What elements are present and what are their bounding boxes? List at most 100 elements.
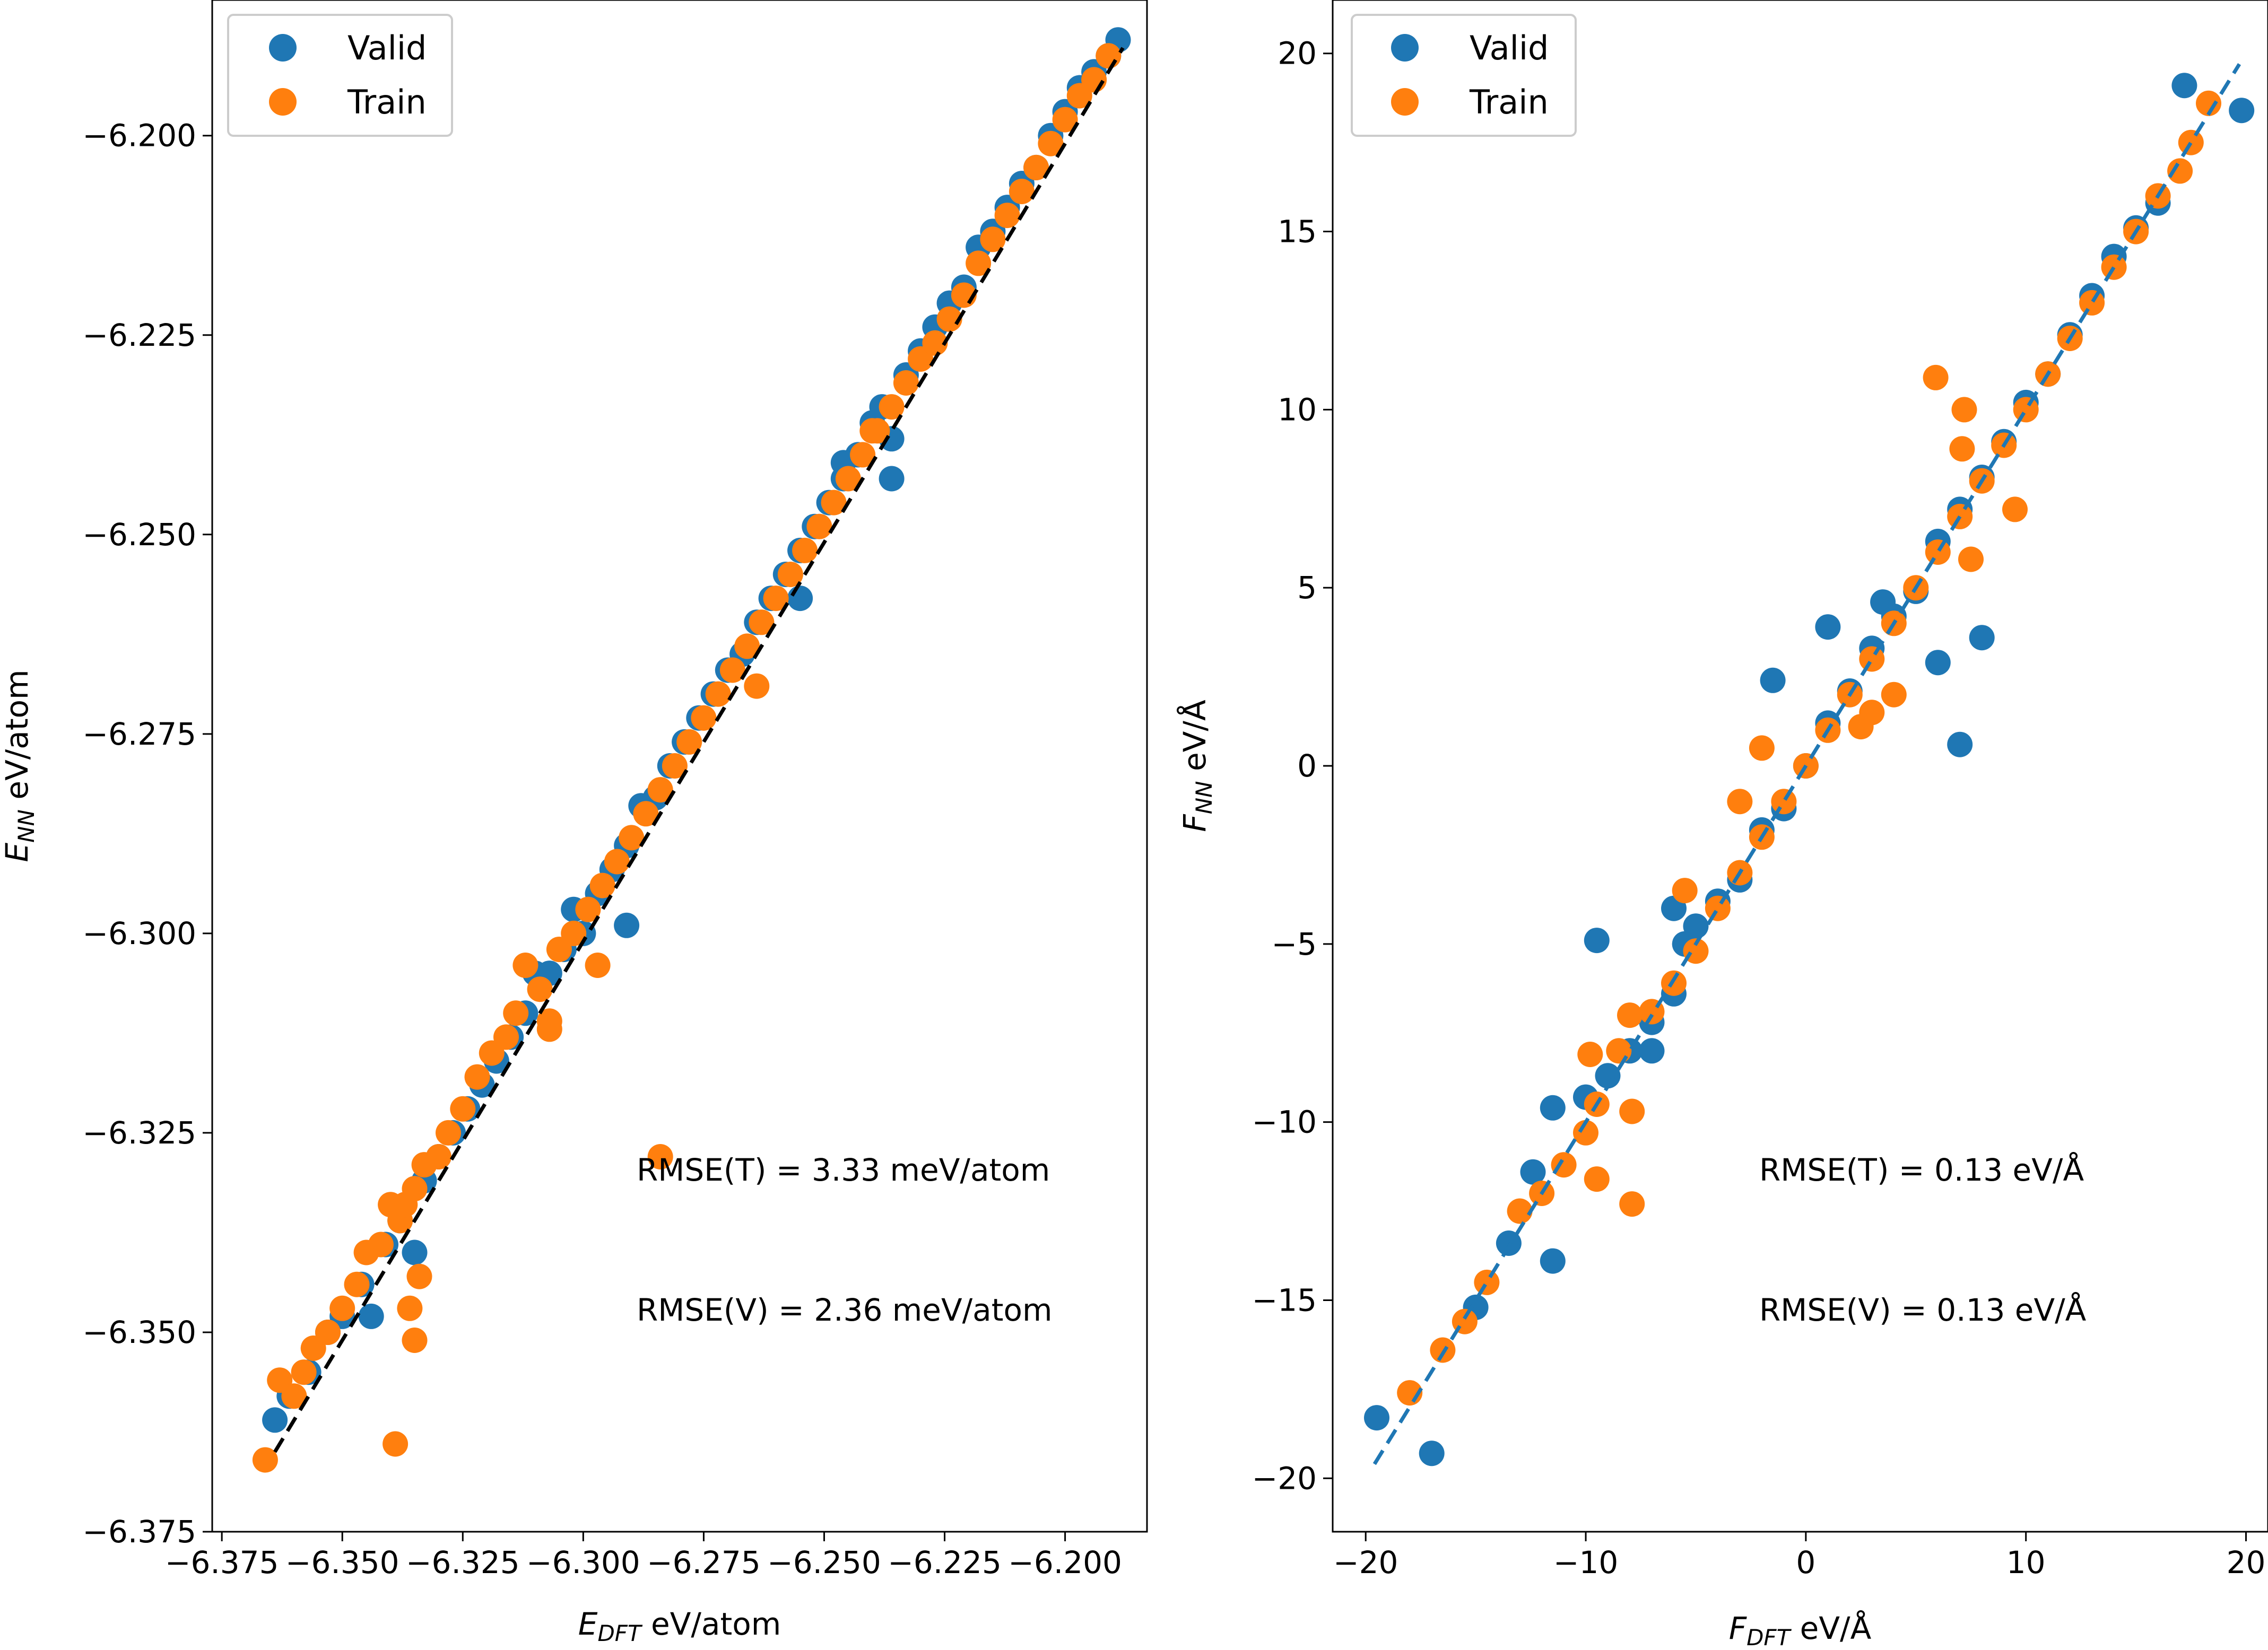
- force-point-train-52: [1749, 735, 1775, 761]
- force-point-train-21: [1771, 789, 1797, 815]
- energy-point-train-62: [1081, 67, 1107, 93]
- force-point-train-45: [2002, 496, 2028, 522]
- energy-point-train-70: [585, 953, 611, 978]
- force-point-train-11: [1619, 1191, 1645, 1217]
- energy-point-train-69: [536, 1016, 562, 1042]
- energy-parity-chart: −6.375 −6.350 −6.325 −6.300 −6.275 −6.250 −6.2…: [0, 0, 1148, 1646]
- force-point-train-49: [1727, 789, 1753, 815]
- force-rmse-train: RMSE(T) = 0.13 eV/Å: [1759, 1151, 2084, 1188]
- force-point-train-32: [2013, 397, 2039, 423]
- energy-point-valid-0: [262, 1407, 288, 1433]
- force-x-ticks: −20 −10 0 10 20: [1333, 1532, 2265, 1581]
- energy-x-tick-label: −6.225: [888, 1544, 1002, 1581]
- force-x-tick-label: −10: [1553, 1544, 1618, 1581]
- force-point-train-39: [2167, 158, 2193, 184]
- energy-point-train-32: [647, 777, 673, 803]
- energy-x-tick-label: −6.350: [285, 1544, 399, 1581]
- force-x-tick-label: −20: [1333, 1544, 1398, 1581]
- energy-point-train-63: [1096, 43, 1122, 69]
- energy-point-train-5: [315, 1320, 341, 1345]
- energy-y-tick-label: −6.200: [82, 118, 196, 154]
- energy-point-train-20: [493, 1024, 519, 1050]
- force-point-train-46: [1958, 546, 1984, 572]
- energy-rmse-valid: RMSE(V) = 2.36 meV/atom: [637, 1292, 1052, 1328]
- force-point-train-16: [1661, 970, 1687, 996]
- energy-point-train-7: [344, 1271, 370, 1297]
- energy-point-train-21: [503, 1000, 529, 1026]
- energy-legend-valid-label: Valid: [347, 29, 427, 67]
- force-point-train-3: [1474, 1269, 1500, 1295]
- energy-y-tick-label: −6.300: [82, 915, 196, 951]
- force-point-valid-14: [1683, 913, 1709, 939]
- force-y-tick-label: −10: [1252, 1104, 1317, 1140]
- energy-point-train-31: [633, 801, 659, 827]
- force-point-valid-42: [2229, 98, 2255, 124]
- energy-point-train-38: [734, 633, 760, 659]
- energy-x-tick-label: −6.275: [647, 1544, 761, 1581]
- force-point-valid-43: [1639, 1038, 1665, 1064]
- force-reference-line: [1372, 63, 2241, 1465]
- energy-point-train-15: [425, 1144, 451, 1169]
- energy-point-train-41: [777, 562, 803, 587]
- force-point-valid-6: [1540, 1095, 1566, 1121]
- force-point-train-44: [1949, 436, 1975, 462]
- energy-point-train-59: [1038, 130, 1064, 156]
- energy-x-axis-label: EDFT eV/atom: [578, 1606, 781, 1646]
- energy-point-train-16: [436, 1120, 461, 1146]
- energy-point-train-49: [893, 370, 919, 396]
- energy-point-train-22: [512, 953, 538, 978]
- force-rmse-valid: RMSE(V) = 0.13 eV/Å: [1759, 1291, 2087, 1328]
- force-point-valid-4: [1520, 1159, 1546, 1185]
- force-point-train-25: [1859, 646, 1885, 672]
- energy-point-train-18: [464, 1064, 490, 1090]
- force-point-train-9: [1577, 1042, 1603, 1067]
- force-point-train-50: [1672, 878, 1698, 904]
- energy-point-train-56: [994, 203, 1020, 229]
- force-point-train-18: [1705, 895, 1731, 921]
- energy-point-valid-6: [358, 1303, 384, 1329]
- energy-y-axis-label: ENN eV/atom: [0, 669, 39, 862]
- force-point-train-10: [1584, 1166, 1610, 1192]
- force-x-axis-label: FDFT eV/Å: [1729, 1610, 1872, 1650]
- force-point-train-42: [1923, 364, 1949, 390]
- energy-point-train-17: [450, 1096, 476, 1122]
- energy-y-tick-label: −6.275: [82, 716, 196, 752]
- energy-x-tick-label: −6.250: [767, 1544, 881, 1581]
- energy-point-train-33: [662, 753, 688, 779]
- energy-point-train-39: [749, 609, 775, 635]
- energy-point-train-60: [1052, 107, 1078, 133]
- force-x-tick-label: 10: [2006, 1544, 2046, 1581]
- force-point-valid-32: [1947, 731, 1973, 757]
- energy-point-train-9: [368, 1232, 394, 1258]
- energy-points: [252, 27, 1131, 1473]
- force-point-valid-22: [1760, 667, 1786, 693]
- force-point-train-40: [2178, 129, 2204, 155]
- energy-legend-train-label: Train: [347, 83, 427, 121]
- force-point-train-51: [1859, 700, 1885, 726]
- force-point-train-47: [1881, 682, 1907, 708]
- energy-point-train-3: [291, 1359, 317, 1385]
- energy-point-train-71: [744, 673, 770, 699]
- energy-reference-line-path: [273, 47, 1125, 1453]
- energy-point-train-35: [691, 705, 717, 731]
- force-legend-train-label: Train: [1469, 83, 1549, 121]
- energy-reference-line: [273, 47, 1125, 1453]
- force-point-train-41: [2196, 90, 2221, 116]
- energy-point-train-28: [589, 872, 615, 898]
- force-y-tick-label: 5: [1297, 570, 1317, 606]
- energy-point-train-54: [966, 250, 992, 276]
- energy-point-train-27: [575, 896, 601, 922]
- energy-x-tick-label: −6.375: [165, 1544, 279, 1581]
- force-y-ticks: −20 −15 −10 −5 0 5 10 15 20: [1252, 36, 1333, 1496]
- force-point-train-7: [1573, 1120, 1598, 1146]
- energy-point-train-58: [1023, 154, 1049, 180]
- energy-x-tick-label: −6.325: [406, 1544, 520, 1581]
- energy-y-tick-label: −6.250: [82, 517, 196, 553]
- energy-y-tick-label: −6.350: [82, 1314, 196, 1350]
- force-point-valid-7: [1584, 928, 1610, 954]
- force-points: [1364, 73, 2255, 1466]
- force-point-train-36: [2101, 254, 2127, 280]
- energy-point-train-37: [719, 657, 745, 683]
- force-y-tick-label: −5: [1272, 926, 1317, 962]
- energy-point-train-45: [835, 466, 861, 492]
